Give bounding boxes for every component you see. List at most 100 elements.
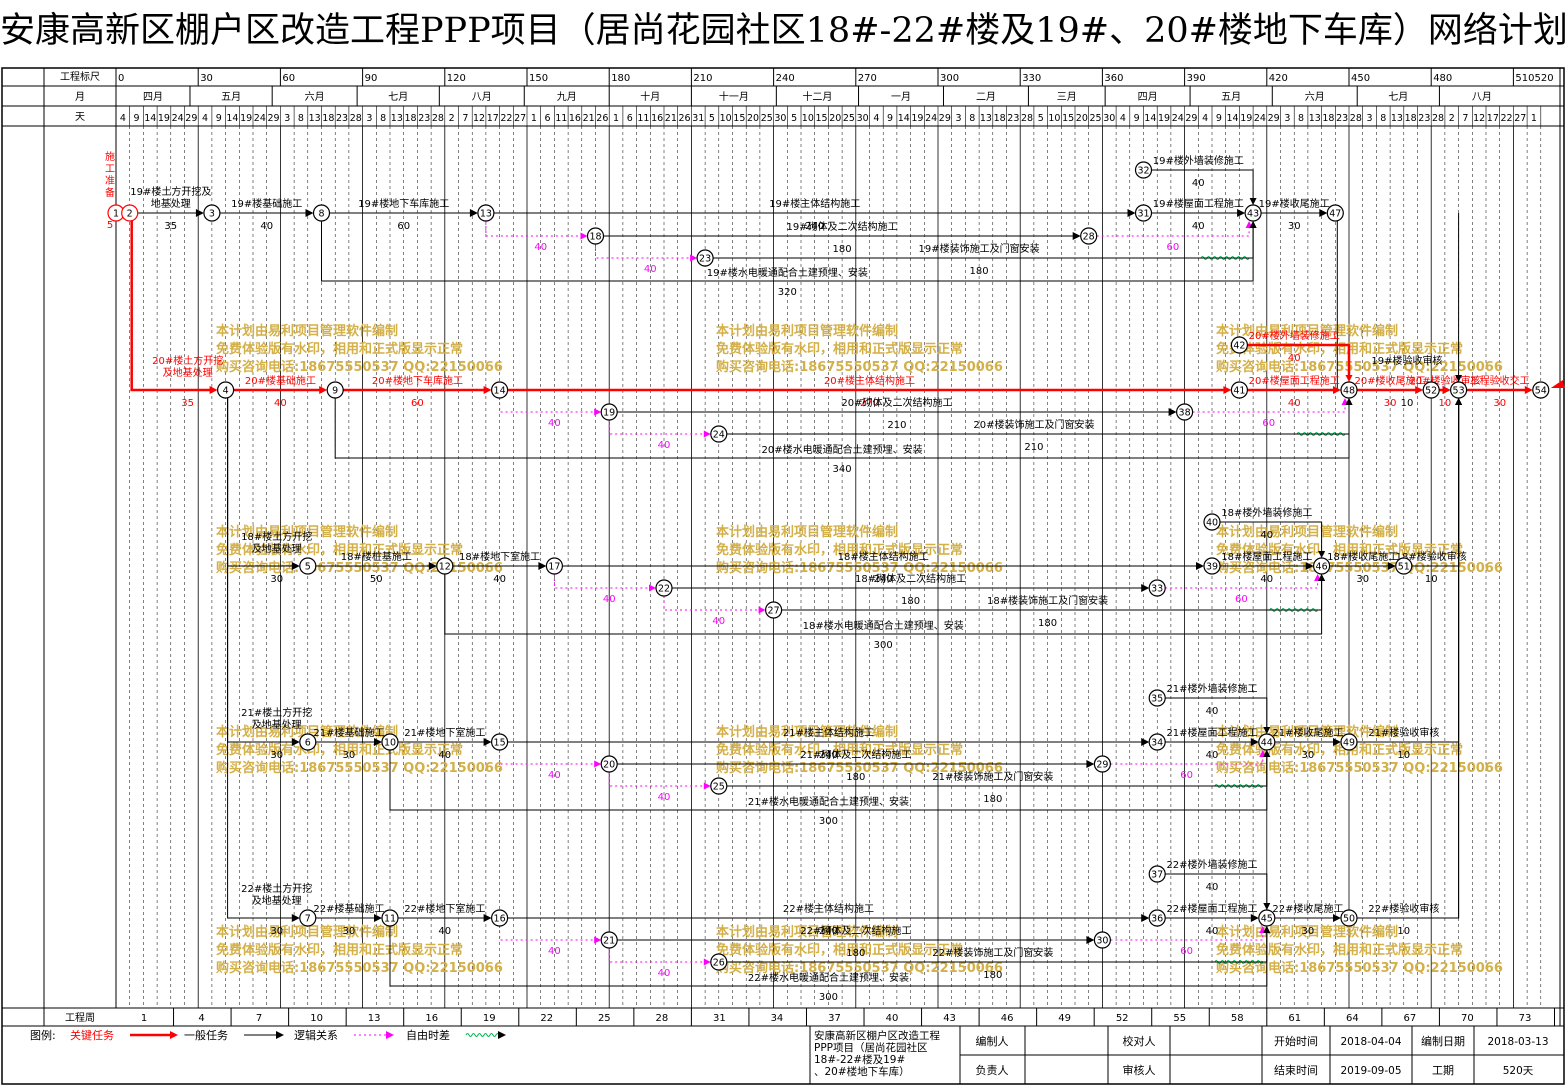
watermark-line: 购买咨询电话:18675550537 QQ:22150066 (716, 560, 1003, 576)
node-number: 32 (1137, 166, 1149, 177)
day-cell: 11 (555, 113, 567, 124)
task-name: 20#楼土方开挖 (152, 354, 223, 367)
week-cell: 31 (713, 1013, 726, 1024)
day-cell: 19 (1158, 113, 1170, 124)
watermark-line: 购买咨询电话:18675550537 QQ:22150066 (1216, 760, 1503, 776)
network-node (655, 579, 673, 597)
week-cell: 28 (655, 1013, 668, 1024)
task-name-char: 准 (105, 175, 115, 187)
week-cell: 40 (886, 1013, 899, 1024)
network-node (1230, 336, 1249, 354)
watermark-line: 本计划由易利项目管理软件编制 (216, 323, 398, 339)
network-node (1312, 557, 1331, 575)
day-cell: 8 (380, 113, 386, 124)
arrow-head (1237, 209, 1246, 217)
node-number: 1 (113, 209, 119, 220)
task-name: 21#楼土方开挖 (241, 706, 312, 719)
task-duration: 210 (887, 420, 906, 431)
footer-project-name: 、20#楼地下车库） (814, 1065, 910, 1078)
free-float-link (1165, 576, 1319, 589)
task-duration: 300 (819, 816, 838, 827)
float-duration: 40 (603, 594, 616, 605)
node-number: 22 (658, 584, 670, 595)
watermark-line: 购买咨询电话:18675550537 QQ:22150066 (216, 760, 503, 776)
node-number: 36 (1151, 914, 1163, 925)
node-number: 43 (1247, 209, 1259, 220)
task-duration: 60 (397, 221, 410, 232)
day-cell: 26 (596, 113, 608, 124)
task-duration: 40 (274, 398, 287, 409)
outer-frame (1, 67, 1565, 1085)
week-cell: 61 (1288, 1013, 1301, 1024)
arrow-head (1249, 221, 1257, 228)
task-name: 18#楼水电暖通配合土建预埋、安装 (803, 619, 964, 632)
task-duration: 5 (107, 220, 113, 231)
watermark-line: 免费体验版有水印，相用和正式版显示正常 (1216, 341, 1463, 357)
day-cell: 19 (1240, 113, 1252, 124)
node-number: 23 (699, 254, 711, 265)
task-duration: 40 (438, 750, 451, 761)
node-number: 13 (480, 209, 492, 220)
task-name-char: 工 (105, 164, 115, 175)
task-duration: 320 (778, 287, 797, 298)
node-number: 35 (1151, 694, 1163, 705)
watermark-line: 免费体验版有水印，相用和正式版显示正常 (716, 341, 963, 357)
node-number: 31 (1137, 209, 1149, 220)
arrow-head (1455, 375, 1463, 382)
float-duration: 60 (1167, 242, 1180, 253)
week-cell: 4 (198, 1013, 204, 1024)
network-node (381, 909, 399, 927)
arrow-head (291, 914, 300, 922)
watermark-line: 本计划由易利项目管理软件编制 (216, 924, 398, 940)
scale-tick: 420 (1269, 73, 1288, 84)
task-duration: 30 (1356, 574, 1369, 585)
day-cell: 3 (1367, 113, 1373, 124)
day-cell: 28 (350, 113, 362, 124)
day-cell: 21 (665, 113, 677, 124)
watermark-line: 本计划由易利项目管理软件编制 (716, 924, 898, 940)
arrow-head (1263, 926, 1271, 933)
task-duration: 10 (1397, 926, 1410, 937)
task-name: 及地基处理 (163, 366, 213, 379)
day-cell: 22 (1501, 113, 1513, 124)
arrow-head (594, 936, 602, 944)
node-number: 45 (1261, 914, 1273, 925)
task-duration: 30 (343, 750, 356, 761)
footer-responsible-label: 负责人 (976, 1063, 1009, 1077)
scale-tick: 480 (1433, 73, 1452, 84)
float-duration: 60 (1235, 594, 1248, 605)
network-node (764, 601, 783, 619)
task-name: 20#楼收尾施工 (1355, 374, 1426, 387)
day-cell: 9 (1134, 113, 1140, 124)
arrow-head (1415, 386, 1424, 394)
network-node (545, 557, 564, 575)
node-number: 27 (768, 606, 780, 617)
month-cell: 十月 (640, 90, 660, 103)
node-number: 46 (1316, 562, 1328, 573)
arrow-head (386, 1031, 394, 1039)
task-name: 18#楼收尾施工 (1327, 550, 1398, 563)
week-cell: 13 (368, 1013, 381, 1024)
watermark-line: 免费体验版有水印，相用和正式版显示正常 (716, 742, 963, 758)
task-name: 19#楼土方开挖及 (130, 185, 211, 198)
arrow-head (1072, 232, 1081, 240)
node-number: 12 (439, 562, 451, 573)
node-number: 9 (332, 386, 338, 397)
task-name: 22#楼基础施工 (313, 902, 384, 915)
day-cell: 12 (1473, 113, 1485, 124)
network-node (710, 953, 728, 971)
week-cell: 7 (256, 1013, 262, 1024)
arrow-head (1127, 209, 1136, 217)
node-number: 49 (1343, 738, 1355, 749)
day-cell: 10 (1048, 113, 1060, 124)
network-node (1244, 204, 1262, 222)
arrow-head (305, 209, 314, 217)
day-cell: 25 (761, 113, 773, 124)
node-number: 44 (1261, 738, 1273, 749)
watermark-line: 免费体验版有水印，相用和正式版显示正常 (716, 542, 963, 558)
network-node (1340, 733, 1358, 751)
watermark-line: 本计划由易利项目管理软件编制 (716, 524, 898, 540)
free-float-link (499, 750, 602, 765)
arrow-head (1524, 386, 1533, 394)
footer-end-label: 结束时间 (1274, 1064, 1318, 1077)
